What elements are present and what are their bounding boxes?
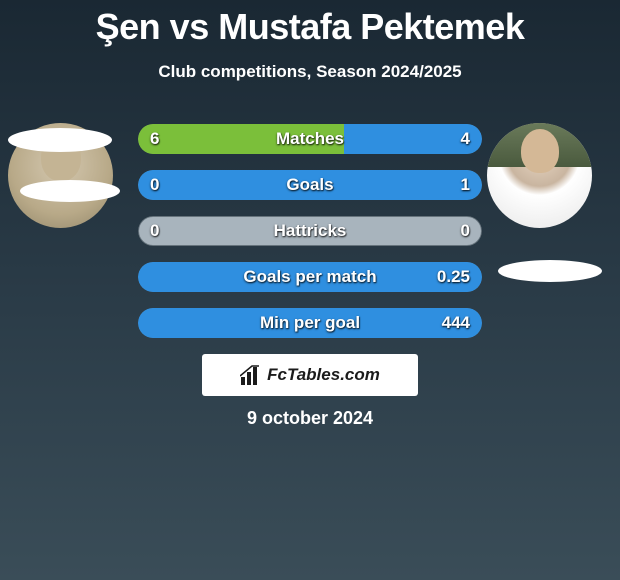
fctables-badge: FcTables.com: [202, 354, 418, 396]
stat-right-value: 0.25: [437, 267, 470, 287]
page-date: 9 october 2024: [0, 408, 620, 429]
page-title: Şen vs Mustafa Pektemek: [0, 0, 620, 48]
stat-label: Goals: [138, 175, 482, 195]
decor-ellipse: [20, 180, 120, 202]
stat-label: Min per goal: [138, 313, 482, 333]
stat-row: Min per goal444: [138, 308, 482, 338]
stat-label: Hattricks: [138, 221, 482, 241]
player-right-avatar: [487, 123, 592, 228]
bar-chart-icon: [240, 365, 262, 385]
stat-row: 0Hattricks0: [138, 216, 482, 246]
decor-ellipse: [8, 128, 112, 152]
stat-row: 6Matches4: [138, 124, 482, 154]
stats-container: 6Matches40Goals10Hattricks0Goals per mat…: [138, 124, 482, 354]
decor-ellipse: [498, 260, 602, 282]
stat-right-value: 4: [461, 129, 470, 149]
stat-label: Goals per match: [138, 267, 482, 287]
stat-right-value: 1: [461, 175, 470, 195]
stat-label: Matches: [138, 129, 482, 149]
stat-row: 0Goals1: [138, 170, 482, 200]
stat-row: Goals per match0.25: [138, 262, 482, 292]
badge-text: FcTables.com: [267, 365, 380, 385]
page-subtitle: Club competitions, Season 2024/2025: [0, 62, 620, 82]
stat-right-value: 0: [461, 221, 470, 241]
stat-right-value: 444: [442, 313, 470, 333]
